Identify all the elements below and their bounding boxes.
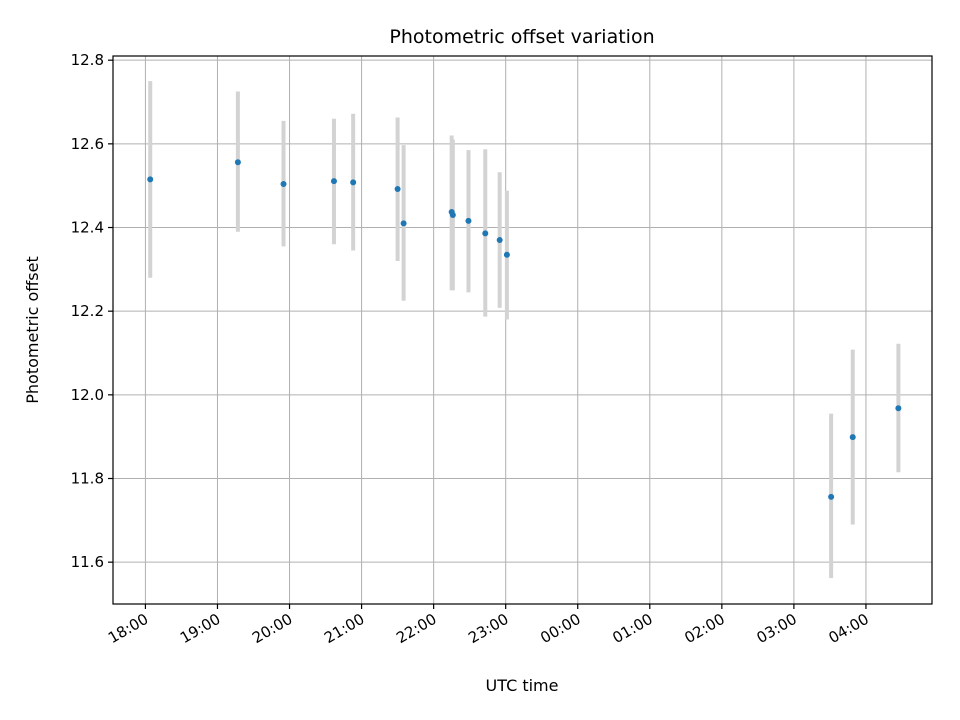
x-axis-label: UTC time [486, 676, 559, 695]
y-tick-label: 11.6 [71, 553, 104, 571]
x-tick-label: 03:00 [753, 610, 799, 647]
data-point [849, 434, 856, 441]
x-tick-label: 20:00 [249, 610, 295, 647]
x-tick-label: 22:00 [393, 610, 439, 647]
y-tick-label: 12.2 [71, 302, 104, 320]
x-tick-label: 02:00 [681, 610, 727, 647]
errorbar-layer [148, 81, 901, 579]
y-tick-label: 12.8 [71, 51, 104, 69]
x-tick-label: 19:00 [177, 610, 223, 647]
data-point [147, 176, 154, 183]
data-point [449, 211, 456, 218]
data-point [465, 217, 472, 224]
data-point [280, 181, 287, 188]
data-point [503, 251, 510, 258]
x-tick-label: 23:00 [465, 610, 511, 647]
x-tick-label: 04:00 [826, 610, 872, 647]
data-point [828, 493, 835, 500]
y-axis-label: Photometric offset [23, 256, 42, 404]
y-tick-label: 12.0 [71, 386, 104, 404]
point-layer [147, 159, 902, 500]
data-point [330, 178, 337, 185]
data-point [394, 186, 401, 193]
chart-title: Photometric offset variation [389, 26, 654, 48]
x-tick-label: 01:00 [609, 610, 655, 647]
y-axis: 11.6 11.8 12.0 12.2 12.4 12.6 12.8 [71, 51, 113, 571]
grid-layer [113, 56, 932, 604]
x-axis: 18:00 19:00 20:00 21:00 22:00 23:00 00:00 01:00… [105, 604, 872, 647]
y-tick-label: 12.4 [71, 219, 104, 237]
y-tick-label: 12.6 [71, 135, 104, 153]
data-point [895, 405, 902, 412]
data-point [234, 159, 241, 166]
x-tick-label: 00:00 [537, 610, 583, 647]
data-point [400, 220, 407, 227]
data-point [350, 179, 357, 186]
x-tick-label: 21:00 [321, 610, 367, 647]
data-point [482, 230, 489, 237]
plot-frame [112, 55, 933, 605]
x-tick-label: 18:00 [105, 610, 151, 647]
data-point [496, 237, 503, 244]
y-tick-label: 11.8 [71, 470, 104, 488]
